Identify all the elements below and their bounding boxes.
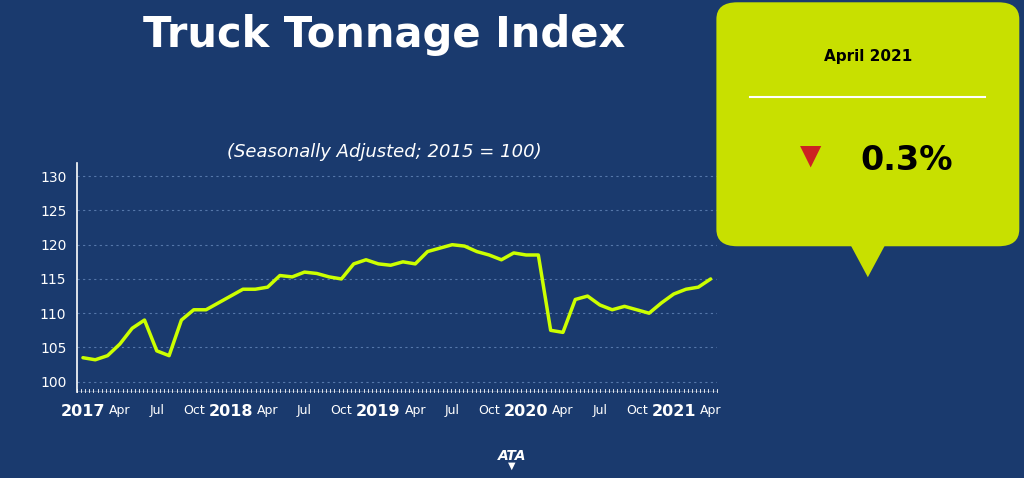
Text: 2019: 2019 bbox=[356, 404, 400, 419]
Text: 2018: 2018 bbox=[209, 404, 253, 419]
Text: Oct: Oct bbox=[331, 404, 352, 417]
Text: 2021: 2021 bbox=[651, 404, 696, 419]
Text: ATA: ATA bbox=[498, 449, 526, 464]
Text: Apr: Apr bbox=[404, 404, 426, 417]
Text: Apr: Apr bbox=[257, 404, 279, 417]
Text: Oct: Oct bbox=[626, 404, 647, 417]
Text: ▼: ▼ bbox=[508, 461, 516, 471]
Text: April 2021: April 2021 bbox=[823, 50, 912, 65]
Text: Jul: Jul bbox=[592, 404, 607, 417]
Text: 0.3%: 0.3% bbox=[861, 143, 953, 176]
Text: Jul: Jul bbox=[297, 404, 312, 417]
Text: 2017: 2017 bbox=[60, 404, 105, 419]
Text: Apr: Apr bbox=[110, 404, 131, 417]
FancyBboxPatch shape bbox=[717, 2, 1019, 246]
Text: Jul: Jul bbox=[150, 404, 164, 417]
Text: ▼: ▼ bbox=[800, 142, 821, 170]
Text: Apr: Apr bbox=[552, 404, 573, 417]
Text: (Seasonally Adjusted; 2015 = 100): (Seasonally Adjusted; 2015 = 100) bbox=[226, 143, 542, 162]
Text: Oct: Oct bbox=[183, 404, 205, 417]
Text: Apr: Apr bbox=[699, 404, 721, 417]
Text: 2020: 2020 bbox=[504, 404, 548, 419]
Text: Oct: Oct bbox=[478, 404, 500, 417]
Text: Truck Tonnage Index: Truck Tonnage Index bbox=[142, 14, 626, 56]
Text: Jul: Jul bbox=[444, 404, 460, 417]
